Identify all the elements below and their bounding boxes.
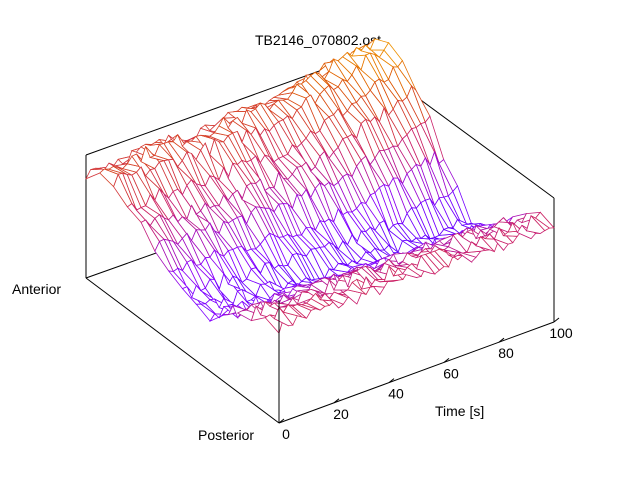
time-tick-label-60: 60 bbox=[443, 365, 459, 381]
surface-mesh bbox=[85, 38, 555, 335]
anterior-label: Anterior bbox=[12, 281, 61, 297]
time-tick-100 bbox=[553, 317, 560, 323]
chart-title: TB2146_070802.ost bbox=[255, 32, 381, 48]
surface-cell bbox=[535, 211, 555, 229]
time-tick-40 bbox=[388, 378, 395, 383]
time-tick-80 bbox=[498, 337, 505, 343]
time-tick-label-100: 100 bbox=[549, 325, 573, 341]
time-axis-ticks: 0 20 40 60 80 100 bbox=[278, 317, 573, 442]
time-axis-label: Time [s] bbox=[435, 403, 484, 419]
time-tick-label-0: 0 bbox=[282, 426, 290, 442]
time-tick-label-20: 20 bbox=[333, 406, 349, 422]
time-axis-line bbox=[278, 321, 555, 424]
axis-box-front-left bbox=[85, 277, 280, 424]
time-tick-60 bbox=[443, 358, 450, 363]
time-tick-0 bbox=[278, 418, 285, 424]
time-tick-20 bbox=[333, 398, 340, 404]
time-tick-label-40: 40 bbox=[388, 386, 404, 402]
posterior-label: Posterior bbox=[198, 427, 254, 443]
time-tick-label-80: 80 bbox=[498, 345, 514, 361]
